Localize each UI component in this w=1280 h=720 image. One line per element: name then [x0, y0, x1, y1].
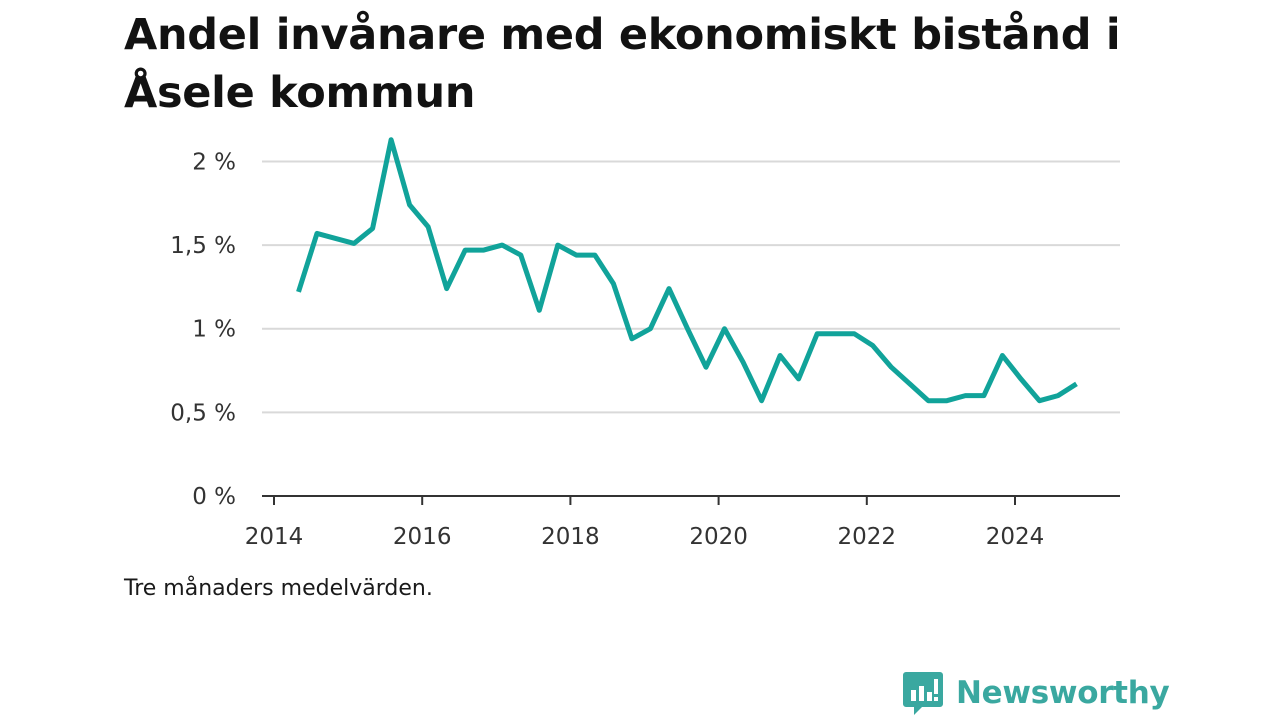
- chart-title: Andel invånare med ekonomiskt bistånd i …: [124, 10, 1121, 118]
- y-tick-label: 2 %: [192, 149, 236, 175]
- y-tick-label: 1 %: [192, 317, 236, 343]
- x-tick-label: 2022: [838, 524, 897, 550]
- x-tick-label: 2020: [689, 524, 748, 550]
- brand-name: Newsworthy: [956, 675, 1170, 711]
- y-tick-label: 0 %: [192, 484, 236, 510]
- bar-chart-speech-bubble-icon: [903, 672, 943, 715]
- newsworthy-logo: Newsworthy: [902, 670, 1170, 716]
- x-tick-label: 2024: [986, 524, 1045, 550]
- y-tick-label: 0,5 %: [170, 400, 236, 426]
- gridlines: [262, 160, 1120, 414]
- x-tick-label: 2014: [245, 524, 304, 550]
- x-tick-label: 2016: [393, 524, 452, 550]
- chart-note: Tre månaders medelvärden.: [124, 576, 433, 601]
- x-axis-tick-labels: 2014 2016 2018 2020 2022 2024: [245, 524, 1045, 550]
- x-tick-label: 2018: [541, 524, 600, 550]
- y-axis-tick-labels: 0 % 0,5 % 1 % 1,5 % 2 %: [170, 149, 236, 510]
- series-line: [296, 137, 1078, 404]
- series-layer: [296, 137, 1078, 404]
- y-tick-label: 1,5 %: [170, 233, 236, 259]
- x-axis: [262, 495, 1120, 505]
